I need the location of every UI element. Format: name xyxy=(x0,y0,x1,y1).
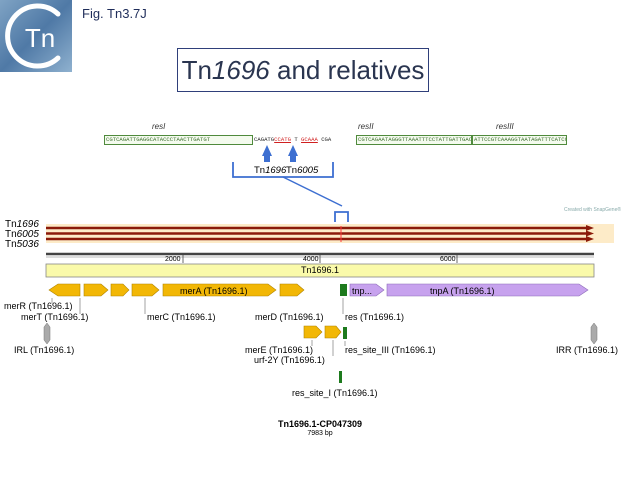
spacer-sequence-a: CAGATG xyxy=(254,136,275,143)
title-rest: and relatives xyxy=(269,54,425,85)
ruler-label-2000: 2000 xyxy=(165,256,181,263)
gene-merA xyxy=(162,283,277,297)
cleavage-site-1: CCATG xyxy=(274,136,291,143)
alignment-track-tn5036 xyxy=(46,236,594,242)
map-name: Tn1696.1-CP047309 xyxy=(277,419,363,429)
feature-bar-label: Tn1696.1 xyxy=(300,265,340,275)
label-res-site-I: res_site_I (Tn1696.1) xyxy=(292,388,378,398)
label-urf2Y: urf-2Y (Tn1696.1) xyxy=(254,355,325,365)
res-feature xyxy=(340,284,347,296)
res-sequence: CGTCAGATTGAGGCATACCCTAACTTGATGT CAGATGCC… xyxy=(104,135,567,147)
label-merE: merE (Tn1696.1) xyxy=(245,345,314,355)
label-res: res (Tn1696.1) xyxy=(345,312,405,322)
res-I-sequence: CGTCAGATTGAGGCATACCCTAACTTGATGT xyxy=(104,135,253,145)
title-italic: 1696 xyxy=(211,54,270,85)
alignment-track-tn1696 xyxy=(46,225,594,231)
label-merD: merD (Tn1696.1) xyxy=(255,312,324,322)
gene-merD xyxy=(279,283,305,297)
zoom-line xyxy=(282,176,343,207)
res-label-I: resI xyxy=(152,122,166,131)
map-length: 7983 bp xyxy=(307,430,333,437)
res-site-III-feature xyxy=(343,327,347,339)
title-main: Tn xyxy=(181,54,212,85)
tn-name-5036: Tn5036 xyxy=(5,239,39,250)
res-site-I-feature xyxy=(339,371,342,383)
spacer-sequence: CAGATGCCATG T GCAAA CGA xyxy=(254,136,331,144)
figure-label: Fig. Tn3.7J xyxy=(82,6,147,21)
alignment-track-tn6005 xyxy=(46,230,594,237)
label-tnp-short: tnp... xyxy=(352,286,373,296)
tn-name-6005: Tn6005 xyxy=(5,229,39,240)
label-merT: merT (Tn1696.1) xyxy=(21,312,89,322)
label-IRL: IRL (Tn1696.1) xyxy=(14,345,75,355)
gene-urf2Y xyxy=(324,325,342,339)
label-merA: merA (Tn1696.1) xyxy=(180,286,248,296)
res-label-III: resIII xyxy=(496,122,514,131)
tn-name-1696: Tn1696 xyxy=(5,219,39,230)
res-III-sequence: ATTCCGTCAAAGGTAATAGATTTCATCCTGACA xyxy=(472,135,567,145)
IRL-marker xyxy=(43,322,51,345)
cleavage-site-2: GCAAA xyxy=(301,136,318,143)
res-II-sequence: CGTCAGAATAGGGTTAAATTTCCTATTGATTGACAT xyxy=(356,135,472,145)
arrow-label-tn6005: Tn6005 xyxy=(286,165,319,176)
snapgene-watermark: Created with SnapGene® xyxy=(564,207,622,213)
label-IRR: IRR (Tn1696.1) xyxy=(556,345,619,355)
gene-merT xyxy=(83,283,109,297)
site-arrow-2 xyxy=(288,145,298,162)
spacer-sequence-c: CGA xyxy=(321,136,332,143)
gene-tnpR xyxy=(349,283,385,297)
ruler-label-6000: 6000 xyxy=(440,256,456,263)
logo-text: Tn xyxy=(25,23,55,53)
slide-title: Tn 1696 and relatives xyxy=(177,48,429,92)
gene-merC xyxy=(131,283,160,297)
res-label-II: resII xyxy=(358,122,374,131)
label-merR: merR (Tn1696.1) xyxy=(4,301,73,311)
logo-graphic: Tn xyxy=(0,0,72,72)
ruler-label-4000: 4000 xyxy=(303,256,319,263)
gene-merR xyxy=(48,283,81,297)
gene-merE xyxy=(303,325,323,339)
zoom-bracket xyxy=(334,211,349,222)
gene-tnpA xyxy=(386,283,589,297)
gene-merP xyxy=(110,283,130,297)
arrow-label-tn1696: Tn1696 xyxy=(254,165,287,176)
spacer-sequence-b: T xyxy=(294,136,298,143)
label-res-site-III: res_site_III (Tn1696.1) xyxy=(345,345,436,355)
label-tnpA: tnpA (Tn1696.1) xyxy=(430,286,495,296)
IRR-marker xyxy=(590,322,598,345)
feature-bar xyxy=(45,263,595,278)
label-merC: merC (Tn1696.1) xyxy=(147,312,216,322)
logo: Tn xyxy=(0,0,72,72)
site-arrow-1 xyxy=(262,145,272,162)
